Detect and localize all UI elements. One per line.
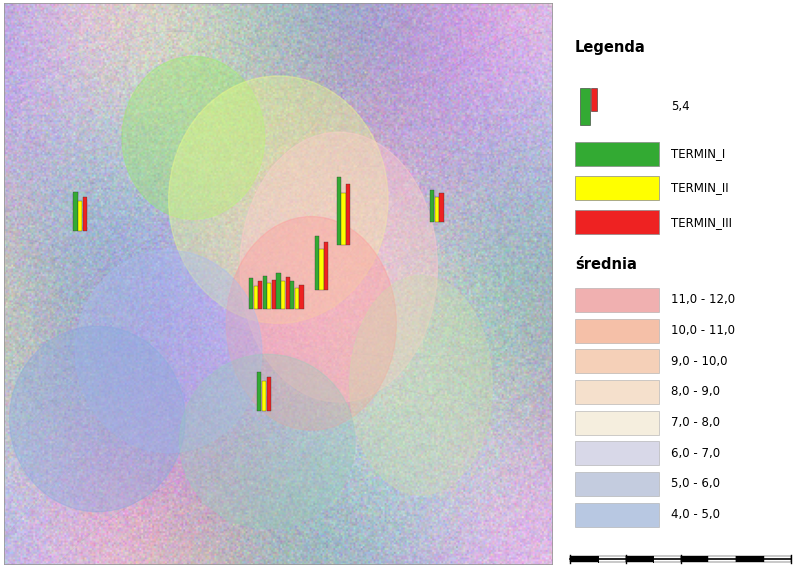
Bar bbox=[346, 184, 350, 245]
Text: TERMIN_II: TERMIN_II bbox=[671, 182, 729, 194]
Bar bbox=[653, 556, 681, 562]
Bar bbox=[440, 193, 444, 222]
Bar bbox=[575, 210, 659, 234]
Bar bbox=[272, 279, 276, 310]
Bar bbox=[290, 281, 294, 310]
Bar bbox=[295, 288, 299, 310]
Bar bbox=[626, 556, 653, 562]
Bar bbox=[341, 193, 345, 245]
Bar bbox=[764, 556, 791, 562]
Bar bbox=[430, 190, 434, 222]
Ellipse shape bbox=[10, 326, 185, 512]
Bar bbox=[736, 556, 763, 562]
Bar bbox=[575, 176, 659, 200]
Bar bbox=[575, 288, 659, 312]
Ellipse shape bbox=[75, 250, 262, 453]
Bar bbox=[575, 472, 659, 496]
Ellipse shape bbox=[168, 76, 388, 323]
Bar bbox=[580, 88, 590, 125]
Bar bbox=[709, 556, 736, 562]
Text: 5,0 - 6,0: 5,0 - 6,0 bbox=[671, 478, 720, 490]
Bar bbox=[320, 249, 324, 290]
Ellipse shape bbox=[240, 132, 437, 402]
Bar bbox=[267, 377, 271, 411]
Ellipse shape bbox=[226, 216, 396, 430]
Text: średnia: średnia bbox=[575, 257, 637, 272]
Bar bbox=[575, 441, 659, 465]
Bar bbox=[598, 556, 626, 562]
Bar bbox=[257, 372, 261, 411]
Bar bbox=[249, 278, 253, 310]
Bar bbox=[268, 283, 272, 310]
Bar bbox=[258, 281, 263, 310]
Bar bbox=[281, 281, 285, 310]
Bar bbox=[83, 197, 87, 231]
Bar bbox=[681, 556, 708, 562]
Text: TERMIN_III: TERMIN_III bbox=[671, 216, 732, 228]
Text: 7,0 - 8,0: 7,0 - 8,0 bbox=[671, 416, 720, 429]
Bar bbox=[78, 201, 83, 231]
Bar bbox=[575, 503, 659, 527]
Bar bbox=[254, 286, 258, 310]
Bar bbox=[570, 556, 598, 562]
Bar bbox=[435, 198, 439, 222]
Text: Legenda: Legenda bbox=[575, 40, 646, 55]
Text: 11,0 - 12,0: 11,0 - 12,0 bbox=[671, 294, 735, 306]
Bar bbox=[324, 242, 328, 290]
Bar bbox=[336, 177, 341, 245]
Text: 10,0 - 11,0: 10,0 - 11,0 bbox=[671, 324, 735, 337]
Bar bbox=[263, 275, 267, 310]
Bar bbox=[286, 277, 290, 310]
Bar bbox=[575, 380, 659, 404]
Text: 8,0 - 9,0: 8,0 - 9,0 bbox=[671, 386, 720, 398]
Bar bbox=[590, 88, 598, 111]
Ellipse shape bbox=[122, 56, 264, 219]
Ellipse shape bbox=[179, 354, 355, 529]
Bar bbox=[575, 411, 659, 435]
Bar bbox=[262, 381, 266, 411]
Text: 4,0 - 5,0: 4,0 - 5,0 bbox=[671, 508, 720, 521]
Bar bbox=[300, 285, 304, 310]
Bar bbox=[575, 319, 659, 343]
Text: TERMIN_I: TERMIN_I bbox=[671, 148, 726, 160]
Text: 6,0 - 7,0: 6,0 - 7,0 bbox=[671, 447, 720, 460]
Bar bbox=[575, 349, 659, 373]
Bar bbox=[575, 142, 659, 166]
Bar bbox=[315, 236, 319, 290]
Bar bbox=[276, 273, 280, 310]
Ellipse shape bbox=[350, 275, 493, 495]
Text: 5,4: 5,4 bbox=[671, 100, 690, 113]
Text: 9,0 - 10,0: 9,0 - 10,0 bbox=[671, 355, 728, 367]
Bar bbox=[74, 193, 78, 231]
